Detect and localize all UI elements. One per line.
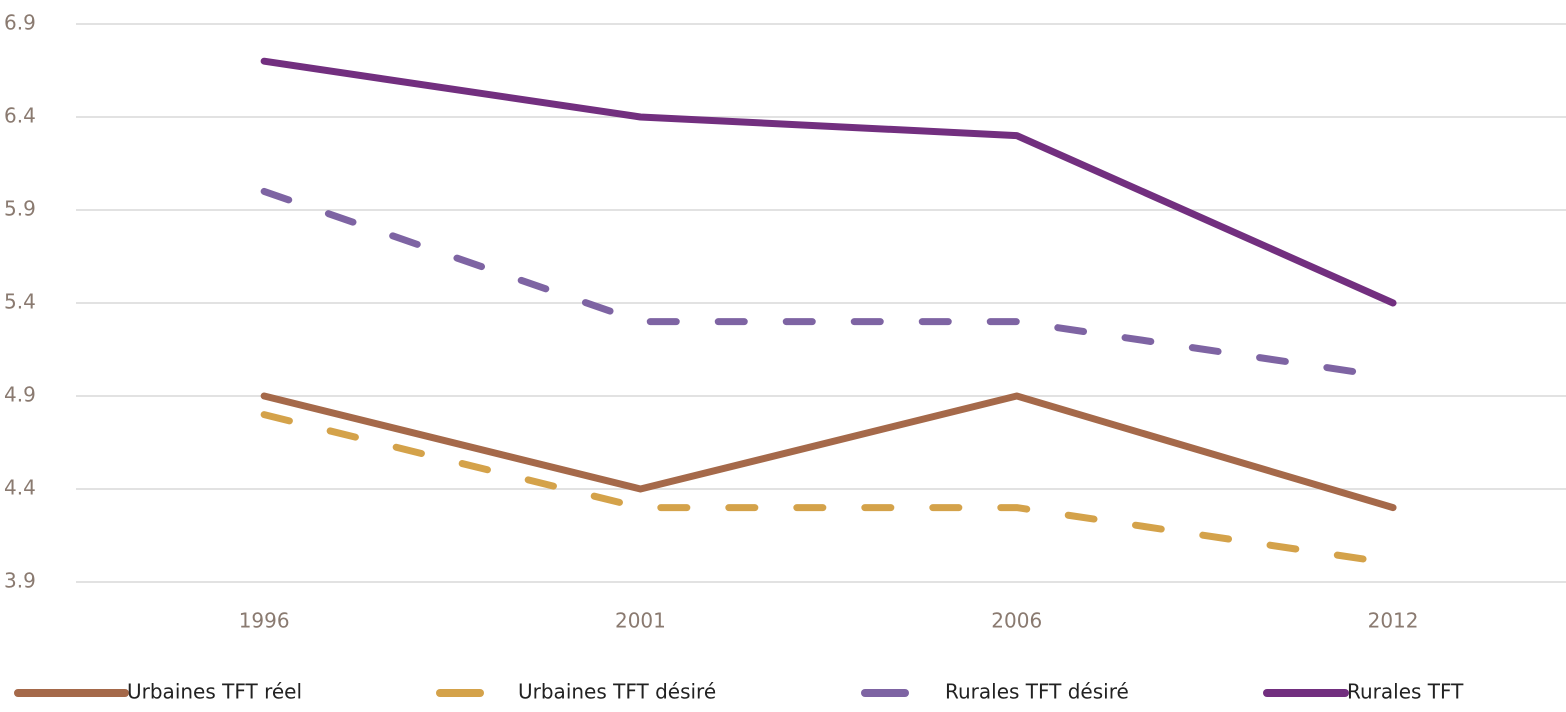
x-tick-label: 1996: [239, 609, 290, 633]
legend-label: Rurales TFT: [1347, 680, 1464, 704]
y-tick-label: 4.4: [4, 476, 36, 500]
legend-label: Rurales TFT désiré: [945, 680, 1129, 704]
x-tick-label: 2006: [991, 609, 1042, 633]
series-line: [260, 411, 1397, 567]
y-tick-label: 5.9: [4, 197, 36, 221]
series-line: [260, 57, 1397, 307]
y-tick-label: 4.9: [4, 383, 36, 407]
y-tick-label: 5.4: [4, 290, 36, 314]
y-tick-label: 3.9: [4, 569, 36, 593]
x-tick-label: 2001: [615, 609, 666, 633]
series-line: [260, 392, 1397, 512]
y-tick-label: 6.9: [4, 11, 36, 35]
legend-label: Urbaines TFT désiré: [518, 680, 716, 704]
x-tick-label: 2012: [1368, 609, 1419, 633]
y-tick-label: 6.4: [4, 104, 36, 128]
legend-label: Urbaines TFT réel: [127, 680, 302, 704]
series-line: [260, 187, 1397, 381]
